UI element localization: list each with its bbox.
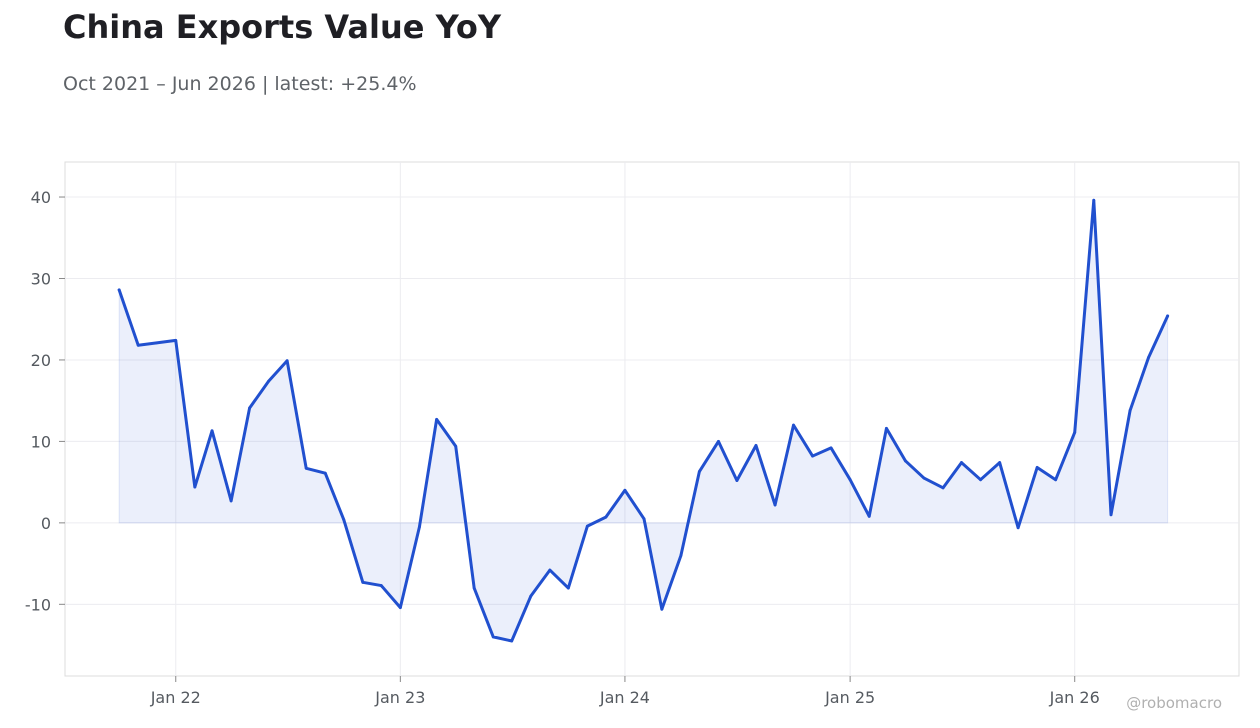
data-point bbox=[1092, 198, 1096, 202]
data-point bbox=[1109, 513, 1113, 517]
data-point bbox=[1054, 478, 1058, 482]
data-point bbox=[193, 485, 197, 489]
data-point bbox=[697, 470, 701, 473]
x-tick-label: Jan 24 bbox=[599, 688, 650, 707]
data-point bbox=[174, 338, 178, 342]
data-point bbox=[342, 518, 346, 521]
data-point bbox=[379, 584, 383, 587]
data-point bbox=[642, 517, 646, 521]
data-point bbox=[1073, 431, 1077, 434]
data-point bbox=[941, 486, 945, 490]
data-point bbox=[979, 478, 982, 482]
data-point bbox=[792, 423, 795, 427]
data-point bbox=[848, 478, 852, 482]
data-point bbox=[323, 471, 327, 475]
y-tick-label: -10 bbox=[25, 595, 51, 614]
data-point bbox=[660, 607, 664, 611]
plot-frame bbox=[64, 161, 1240, 677]
data-point bbox=[510, 639, 514, 643]
data-point bbox=[811, 454, 814, 458]
data-point bbox=[566, 586, 570, 590]
chart-title: China Exports Value YoY bbox=[63, 8, 501, 46]
data-point bbox=[136, 343, 140, 347]
y-tick-label: 20 bbox=[31, 351, 51, 370]
data-point bbox=[829, 446, 833, 450]
data-point bbox=[754, 444, 758, 447]
data-point bbox=[548, 568, 552, 572]
x-tick-label: Jan 26 bbox=[1049, 688, 1100, 707]
data-point bbox=[1128, 409, 1132, 412]
data-point bbox=[922, 476, 926, 480]
data-point bbox=[904, 459, 907, 463]
data-point bbox=[773, 503, 777, 507]
data-point bbox=[361, 580, 365, 584]
data-point bbox=[585, 524, 589, 528]
data-point bbox=[604, 515, 608, 519]
x-tick-label: Jan 22 bbox=[150, 688, 201, 707]
data-point bbox=[529, 594, 533, 598]
series-area bbox=[118, 200, 1169, 642]
data-point bbox=[1147, 356, 1150, 359]
data-point bbox=[435, 418, 439, 421]
data-point bbox=[285, 359, 289, 363]
data-point bbox=[229, 499, 233, 503]
data-point bbox=[155, 341, 159, 345]
data-point bbox=[998, 461, 1002, 464]
data-point bbox=[867, 514, 871, 518]
data-point bbox=[398, 606, 402, 609]
y-tick-label: 40 bbox=[31, 188, 51, 207]
data-point bbox=[1016, 526, 1020, 530]
data-point bbox=[418, 525, 421, 529]
data-point bbox=[885, 426, 888, 430]
data-point bbox=[210, 429, 214, 433]
y-tick-label: 30 bbox=[31, 269, 51, 288]
data-point bbox=[117, 288, 121, 292]
data-point bbox=[267, 379, 271, 383]
data-point bbox=[454, 444, 458, 448]
data-point bbox=[679, 554, 683, 557]
x-tick-label: Jan 25 bbox=[824, 688, 875, 707]
data-point bbox=[717, 440, 720, 443]
data-point bbox=[623, 488, 627, 492]
y-tick-label: 0 bbox=[41, 514, 51, 533]
chart-subtitle: Oct 2021 – Jun 2026 | latest: +25.4% bbox=[63, 73, 417, 95]
data-point bbox=[472, 586, 476, 590]
data-point bbox=[248, 406, 251, 410]
watermark: @robomacro bbox=[1126, 694, 1222, 712]
data-point bbox=[735, 479, 739, 482]
data-point bbox=[491, 635, 495, 639]
data-point bbox=[960, 461, 963, 464]
data-point bbox=[304, 466, 308, 470]
y-tick-label: 10 bbox=[31, 432, 51, 451]
data-point bbox=[1035, 466, 1039, 469]
x-tick-label: Jan 23 bbox=[374, 688, 425, 707]
data-point bbox=[1166, 314, 1170, 318]
